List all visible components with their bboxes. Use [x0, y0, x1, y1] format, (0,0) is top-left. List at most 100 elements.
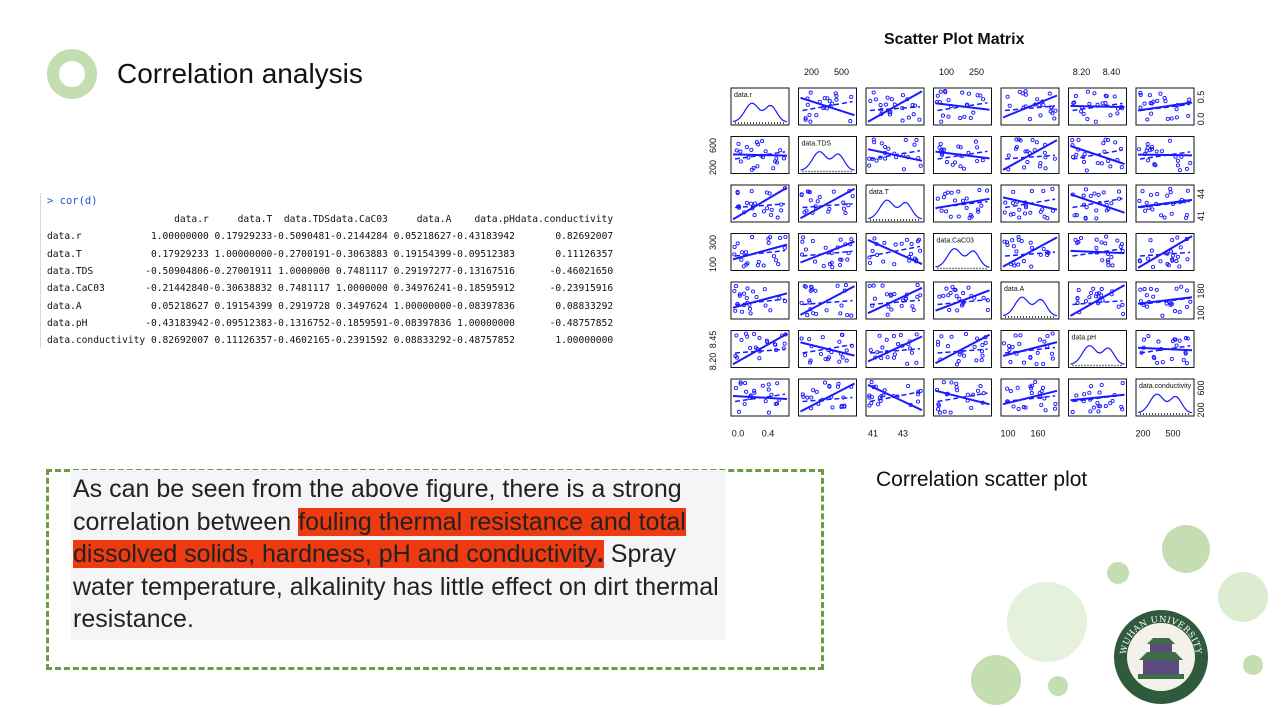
- scatter-point: [867, 255, 872, 260]
- scatter-point: [763, 399, 768, 404]
- scatter-point: [1183, 336, 1188, 341]
- scatter-point: [1034, 362, 1039, 367]
- scatter-point: [975, 145, 980, 150]
- scatter-point: [754, 294, 759, 300]
- scatter-point: [748, 306, 753, 311]
- scatter-point: [1158, 259, 1163, 264]
- scatter-point: [1144, 200, 1149, 205]
- scatter-point: [1121, 311, 1126, 317]
- scatter-point: [1148, 238, 1153, 243]
- scatter-point: [1037, 164, 1042, 169]
- scatter-point: [1162, 215, 1167, 220]
- table-cell: data.r: [47, 231, 82, 243]
- scatter-point: [968, 115, 973, 121]
- scatter-point: [1142, 287, 1147, 292]
- scatter-point: [1029, 386, 1034, 391]
- scatter-point: [918, 293, 923, 298]
- panel-frame: [1068, 281, 1127, 320]
- smooth-line: [1004, 154, 1056, 160]
- table-cell: -0.13167516: [451, 266, 515, 278]
- table-cell: 0.7481117: [335, 266, 388, 278]
- table-cell: 1.00000000: [150, 231, 209, 243]
- scatter-point: [906, 383, 911, 389]
- scatter-point: [909, 350, 915, 355]
- panel-frame: [1135, 233, 1195, 271]
- scatter-point: [799, 300, 804, 306]
- scatter-point: [869, 401, 874, 406]
- table-cell: 0.7481117: [278, 283, 331, 295]
- scatter-point: [966, 91, 971, 96]
- scatter-point: [1005, 94, 1010, 99]
- scatter-point: [1104, 208, 1109, 213]
- scatter-point: [778, 148, 783, 153]
- scatter-point: [734, 333, 739, 338]
- scatter-point: [981, 295, 986, 300]
- scatter-point: [1169, 249, 1174, 254]
- density-curve: [1002, 296, 1058, 317]
- scatter-point: [808, 288, 813, 293]
- scatter-point: [1166, 263, 1171, 268]
- scatter-point: [845, 257, 850, 262]
- panel-frame: [730, 136, 790, 174]
- scatter-point: [1016, 237, 1021, 242]
- scatter-point: [1081, 159, 1087, 164]
- panel-frame: [798, 184, 857, 223]
- table-row: data.pH -0.43183942 -0.09512383 -0.13167…: [47, 315, 613, 332]
- scatter-point: [840, 355, 845, 360]
- scatter-point: [1091, 405, 1096, 410]
- scatter-point: [1052, 406, 1058, 411]
- scatter-point: [1174, 107, 1179, 112]
- scatter-point: [760, 383, 765, 388]
- table-cell: 0.08833292: [393, 335, 452, 347]
- scatter-point: [755, 263, 760, 268]
- conclusion-textbox: As can be seen from the above figure, th…: [46, 469, 824, 670]
- scatter-point: [761, 209, 766, 214]
- scatter-point: [811, 388, 816, 393]
- scatter-point: [1083, 216, 1088, 221]
- scatter-point: [873, 97, 878, 102]
- scatter-point: [739, 337, 744, 343]
- regression-line: [800, 240, 855, 264]
- scatter-point: [850, 194, 855, 199]
- scatter-point: [915, 283, 920, 288]
- scatter-point: [909, 251, 914, 256]
- scatter-point: [889, 307, 894, 312]
- scatter-point: [878, 102, 883, 108]
- table-cell: 0.11126357: [214, 335, 273, 347]
- scatter-point: [827, 262, 833, 267]
- scatter-point: [1085, 89, 1090, 94]
- scatter-point: [1096, 291, 1102, 296]
- scatter-point: [752, 213, 757, 218]
- scatter-point: [914, 138, 919, 143]
- scatter-point: [1076, 288, 1081, 293]
- scatter-point: [1091, 286, 1096, 291]
- scatter-point: [1149, 147, 1155, 152]
- scatter-point: [1092, 191, 1097, 196]
- scatter-point: [1016, 235, 1021, 240]
- scatter-point: [941, 293, 946, 298]
- scatter-point: [1028, 210, 1033, 215]
- scatter-point: [960, 90, 965, 95]
- scatter-point: [888, 292, 893, 297]
- scatter-point: [1087, 390, 1092, 395]
- scatter-point: [975, 207, 980, 212]
- scatter-point: [961, 353, 966, 358]
- scatter-point: [751, 289, 756, 294]
- panel-frame: [1135, 136, 1195, 174]
- scatter-point: [842, 403, 847, 408]
- scatter-point: [1050, 186, 1055, 192]
- table-cell: -0.48757852: [549, 317, 614, 329]
- table-header-cell: data.pH: [474, 214, 515, 226]
- scatter-point: [879, 141, 884, 146]
- scatter-point: [909, 241, 914, 247]
- scatter-point: [1092, 91, 1097, 96]
- scatter-point: [1165, 116, 1170, 121]
- smooth-line: [734, 151, 786, 160]
- scatter-point: [1021, 405, 1026, 410]
- table-cell: 0.05218627: [150, 300, 209, 312]
- scatter-point: [952, 287, 957, 292]
- scatter-point: [1048, 109, 1053, 114]
- scatter-point: [826, 209, 831, 214]
- scatter-point: [906, 115, 911, 120]
- panel-frame: [1068, 136, 1127, 174]
